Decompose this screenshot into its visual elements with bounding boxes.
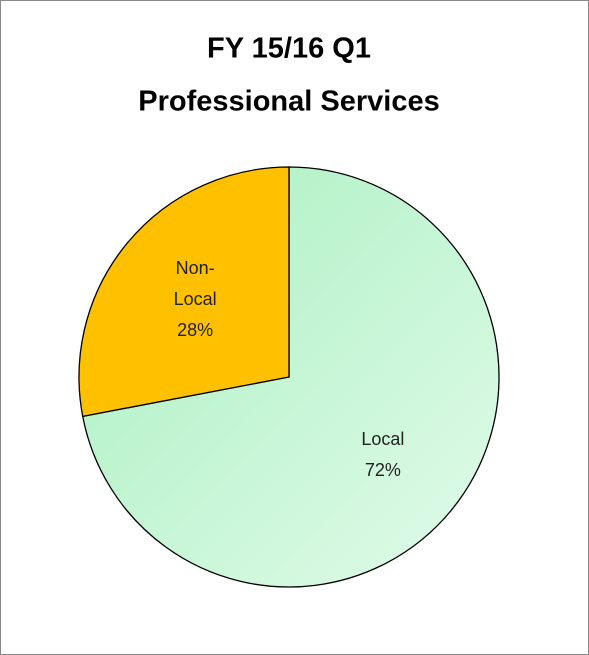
pie-slice [78,166,290,418]
chart-title: FY 15/16 Q1 [207,33,371,65]
category-label: Non-Local [173,257,217,309]
value-label: 72% [364,459,401,480]
value-label: 28% [177,319,214,340]
slice-label: Non-Local 28% [167,249,223,349]
label-box: Local 72% [355,405,411,505]
chart-subtitle: Professional Services [138,86,439,118]
label-box: Non-Local 28% [167,249,223,349]
category-label: Local [361,428,405,449]
pie-slice [81,166,500,588]
slice-label: Local 72% [355,405,411,505]
